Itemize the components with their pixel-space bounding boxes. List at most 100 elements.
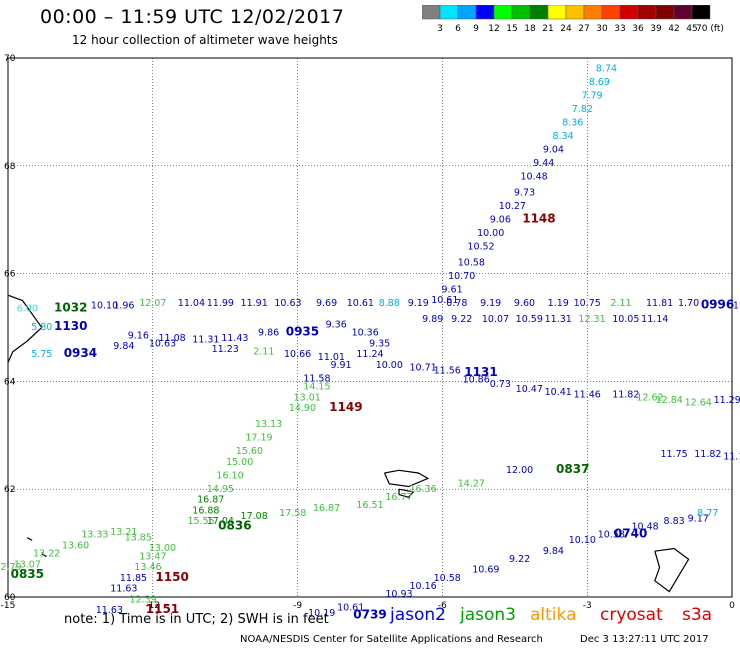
wave-height-label: 11.23 (212, 344, 239, 355)
lat-tick-label: 66 (4, 270, 16, 280)
colorbar-tick: 18 (524, 24, 536, 34)
wave-height-label: 10.16 (409, 581, 436, 592)
wave-height-label: 10.63 (274, 298, 301, 309)
lat-tick-label: 60 (4, 593, 16, 603)
colorbar-tick: 36 (632, 24, 644, 34)
wave-height-label: 16.87 (313, 503, 340, 514)
wave-height-label: 8.69 (589, 77, 610, 88)
wave-height-label: 11.46 (574, 390, 601, 401)
wave-height-label: 9.19 (480, 298, 501, 309)
wave-height-label: 10.10 (91, 301, 118, 312)
wave-height-label: 15.00 (226, 457, 253, 468)
colorbar-tick: 39 (650, 24, 662, 34)
colorbar-tick: 30 (596, 24, 608, 34)
wave-height-label: 10.27 (499, 201, 526, 212)
coastline (41, 553, 47, 558)
wave-height-label: 10.58 (434, 573, 461, 584)
wave-height-label: 15.60 (236, 446, 263, 457)
wave-height-label: 5.80 (31, 322, 52, 333)
coastline (383, 469, 430, 488)
coastline (654, 547, 690, 593)
wave-height-label: 7.79 (581, 90, 602, 101)
wave-height-label: 7.82 (572, 104, 593, 115)
wave-height-label: 16.77 (385, 492, 412, 503)
colorbar-swatch (691, 5, 711, 20)
footer-credit: NOAA/NESDIS Center for Satellite Applica… (240, 634, 543, 645)
wave-height-label: 10.41 (545, 387, 572, 398)
pass-time-label: 1131 (464, 365, 497, 379)
lat-tick-label: 64 (4, 377, 16, 387)
wave-height-label: 10.75 (574, 298, 601, 309)
wave-height-label: 11.99 (207, 298, 234, 309)
lon-tick-label: -12 (145, 601, 160, 611)
wave-height-label: 10.05 (612, 314, 639, 325)
wave-height-label: 2.11 (253, 346, 274, 357)
pass-time-label: 1148 (522, 211, 555, 225)
wave-height-label: 9.19 (408, 298, 429, 309)
wave-height-label: 12.07 (139, 298, 166, 309)
wave-height-label: 13.13 (255, 419, 282, 430)
wave-height-label: 10.93 (385, 589, 412, 600)
wave-height-label: 10.47 (516, 384, 543, 395)
wave-height-label: 11.43 (221, 333, 248, 344)
pass-time-label: 0740 (614, 527, 647, 541)
colorbar-tick: 6 (455, 24, 461, 34)
pass-time-label: 1150 (155, 570, 188, 584)
satellite-label-s3a: s3a (682, 605, 713, 625)
colorbar-tick: 9 (473, 24, 479, 34)
satellite-label-jason3: jason3 (460, 605, 516, 625)
pass-time-label: 0835 (11, 567, 44, 581)
wave-height-label: 6.00 (17, 303, 38, 314)
wave-height-label: 10.19 (308, 608, 335, 619)
wave-height-label: 10.58 (458, 258, 485, 269)
wave-height-label: 10.61 (337, 602, 364, 613)
wave-height-label: 11.12 (723, 452, 740, 463)
wave-height-label: 11.31 (545, 314, 572, 325)
wave-height-label: 8.34 (552, 131, 573, 142)
wave-height-label: 5.75 (31, 349, 52, 360)
wave-height-label: 10.69 (472, 565, 499, 576)
pass-time-label: 1149 (329, 400, 362, 414)
map-frame (7, 57, 733, 598)
wave-height-label: 13.07 (14, 559, 41, 570)
wave-height-label: 10.00 (477, 228, 504, 239)
wave-height-label: 11.85 (120, 573, 147, 584)
wave-height-label: 8.74 (596, 63, 617, 74)
wave-height-label: 9.44 (533, 158, 554, 169)
wave-height-label: 13.47 (139, 551, 166, 562)
wave-height-label: 11.91 (241, 298, 268, 309)
wave-height-label: 9.89 (422, 314, 443, 325)
wave-height-label: 11.41 (733, 301, 740, 312)
pass-time-label: 1032 (54, 300, 87, 314)
wave-height-label: 12.79 (0, 562, 22, 573)
wave-height-label: 13.01 (294, 392, 321, 403)
wave-height-label: 9.84 (543, 546, 564, 557)
coastline (7, 294, 43, 363)
wave-height-label: 8.77 (697, 508, 718, 519)
wave-height-label: 9.06 (490, 214, 511, 225)
wave-height-label: 9.22 (451, 314, 472, 325)
wave-height-label: 10.59 (516, 314, 543, 325)
lat-tick-label: 70 (4, 54, 16, 64)
wave-height-label: 10.48 (632, 522, 659, 533)
wave-height-label: 16.10 (216, 470, 243, 481)
lon-tick-label: -6 (438, 601, 447, 611)
footer-timestamp: Dec 3 13:27:11 UTC 2017 (580, 634, 709, 645)
wave-height-label: 16.51 (356, 500, 383, 511)
wave-height-label: 12.64 (685, 398, 712, 409)
wave-height-label: 11.58 (303, 373, 330, 384)
map-subtitle: 12 hour collection of altimeter wave hei… (72, 33, 338, 47)
wave-height-label: 12.00 (506, 465, 533, 476)
pass-time-label: 1151 (146, 602, 179, 616)
wave-height-label: 13.85 (125, 532, 152, 543)
wave-height-label: 9.36 (326, 320, 347, 331)
wave-height-label: 1.19 (548, 298, 569, 309)
pass-time-label: 0837 (556, 462, 589, 476)
wave-height-label: 10.86 (463, 374, 490, 385)
wave-height-label: 9.84 (113, 341, 134, 352)
wave-height-label: 15.55 (187, 516, 214, 527)
wave-height-label: 10.00 (376, 360, 403, 371)
units-note: note: 1) Time is in UTC; 2) SWH is in fe… (64, 612, 329, 627)
wave-height-label: 17.58 (279, 508, 306, 519)
